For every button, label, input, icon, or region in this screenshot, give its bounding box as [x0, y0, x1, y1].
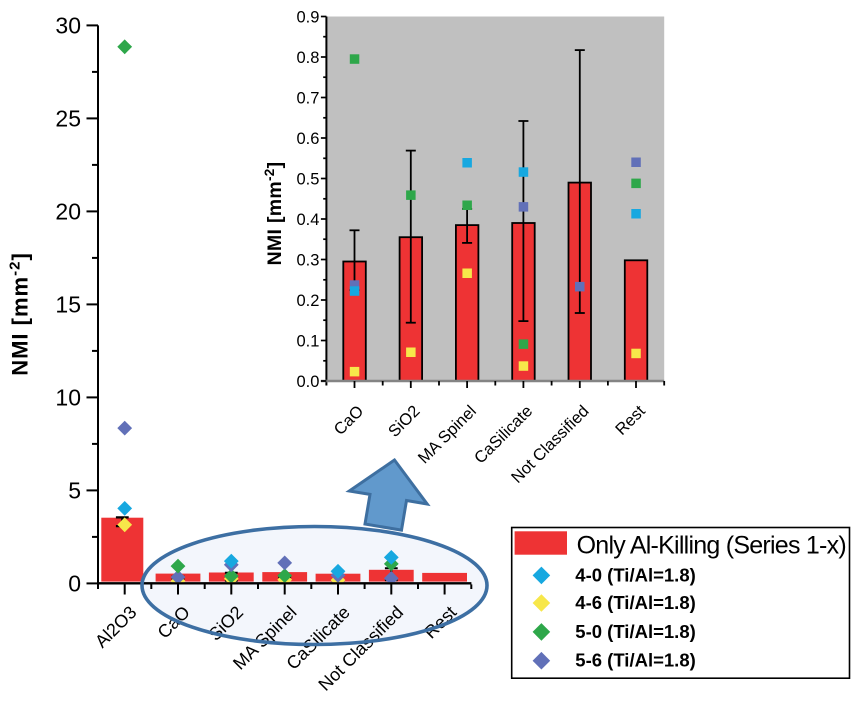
- svg-text:20: 20: [55, 198, 81, 224]
- svg-text:4-6 (Ti/Al=1.8): 4-6 (Ti/Al=1.8): [575, 592, 695, 613]
- svg-text:0.4: 0.4: [296, 211, 319, 229]
- svg-text:0.6: 0.6: [296, 130, 319, 148]
- svg-text:0.5: 0.5: [296, 171, 319, 189]
- svg-text:0: 0: [68, 570, 81, 596]
- svg-text:5-0 (Ti/Al=1.8): 5-0 (Ti/Al=1.8): [575, 621, 695, 642]
- svg-text:0.9: 0.9: [296, 9, 319, 27]
- svg-text:25: 25: [55, 105, 81, 131]
- svg-text:0.2: 0.2: [296, 292, 319, 310]
- svg-text:0.7: 0.7: [296, 90, 319, 108]
- svg-text:10: 10: [55, 384, 81, 410]
- svg-text:0.1: 0.1: [296, 333, 319, 351]
- svg-text:5: 5: [68, 477, 81, 503]
- svg-text:Only Al-Killing (Series 1-x): Only Al-Killing (Series 1-x): [577, 532, 846, 560]
- svg-text:30: 30: [55, 12, 81, 38]
- svg-text:0.8: 0.8: [296, 49, 319, 67]
- svg-text:5-6 (Ti/Al=1.8): 5-6 (Ti/Al=1.8): [575, 650, 695, 671]
- svg-text:0.3: 0.3: [296, 252, 319, 270]
- svg-text:4-0 (Ti/Al=1.8): 4-0 (Ti/Al=1.8): [575, 564, 695, 585]
- svg-text:NMI [mm-2]: NMI [mm-2]: [262, 162, 287, 266]
- svg-text:15: 15: [55, 291, 81, 317]
- svg-text:0.0: 0.0: [296, 373, 319, 391]
